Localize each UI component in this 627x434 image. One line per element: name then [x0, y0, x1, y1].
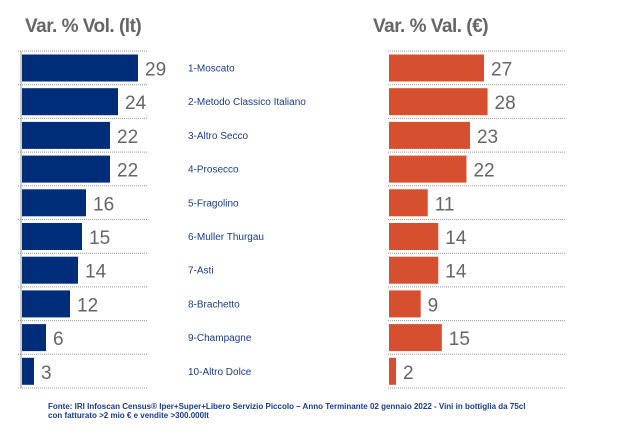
bar-value	[389, 223, 439, 250]
data-label: 14	[445, 262, 467, 283]
bar-volume	[22, 54, 138, 82]
source-note: Fonte: IRI Infoscan Census® Iper+Super+L…	[48, 402, 525, 420]
bar-value	[389, 324, 442, 352]
bar-value	[389, 155, 467, 183]
data-label: 22	[117, 161, 138, 182]
category-label: 4-Prosecco	[188, 165, 239, 176]
bar-value	[389, 88, 488, 116]
value-chart-title: Var. % Val. (€)	[373, 16, 489, 37]
data-label: 29	[145, 60, 166, 81]
data-label: 22	[473, 161, 494, 182]
data-label: 2	[403, 363, 414, 384]
bar-value	[389, 290, 421, 318]
bar-volume	[22, 290, 70, 318]
category-label: 3-Altro Secco	[188, 131, 248, 142]
data-label: 11	[435, 194, 455, 215]
bar-volume	[22, 256, 78, 284]
source-line-2: con fatturato >2 mio € e vendite >300.00…	[48, 411, 209, 420]
data-label: 15	[449, 329, 470, 350]
category-label: 9-Champagne	[188, 333, 252, 344]
data-label: 14	[85, 262, 107, 283]
category-label: 6-Muller Thurgau	[188, 232, 264, 243]
data-label: 27	[491, 60, 512, 81]
bar-value	[389, 357, 397, 385]
data-label: 3	[41, 363, 52, 384]
category-label: 7-Asti	[188, 266, 214, 277]
data-label: 15	[89, 228, 110, 249]
bar-volume	[22, 155, 110, 183]
bar-volume	[22, 88, 118, 116]
data-label: 14	[445, 228, 467, 249]
bar-volume	[22, 121, 110, 149]
bar-volume	[22, 223, 82, 250]
bar-volume	[22, 357, 34, 385]
category-label: 2-Metodo Classico Italiano	[188, 97, 306, 108]
data-label: 23	[477, 127, 498, 148]
category-label: 5-Fragolino	[188, 198, 239, 209]
data-label: 24	[125, 93, 147, 114]
source-line-1: Fonte: IRI Infoscan Census® Iper+Super+L…	[48, 402, 526, 411]
category-label: 8-Brachetto	[188, 299, 240, 310]
data-label: 28	[495, 93, 516, 114]
volume-chart-title: Var. % Vol. (lt)	[25, 16, 142, 37]
data-label: 16	[93, 194, 114, 215]
category-label: 1-Moscato	[188, 64, 235, 75]
data-label: 12	[77, 295, 98, 316]
data-label: 22	[117, 127, 138, 148]
data-label: 9	[428, 295, 439, 316]
bar-value	[389, 256, 439, 284]
bar-value	[389, 54, 485, 82]
category-label: 10-Altro Dolce	[188, 367, 252, 378]
data-label: 6	[53, 329, 64, 350]
bar-volume	[22, 324, 46, 352]
bar-value	[389, 189, 428, 217]
bar-volume	[22, 189, 86, 217]
bar-value	[389, 121, 470, 149]
